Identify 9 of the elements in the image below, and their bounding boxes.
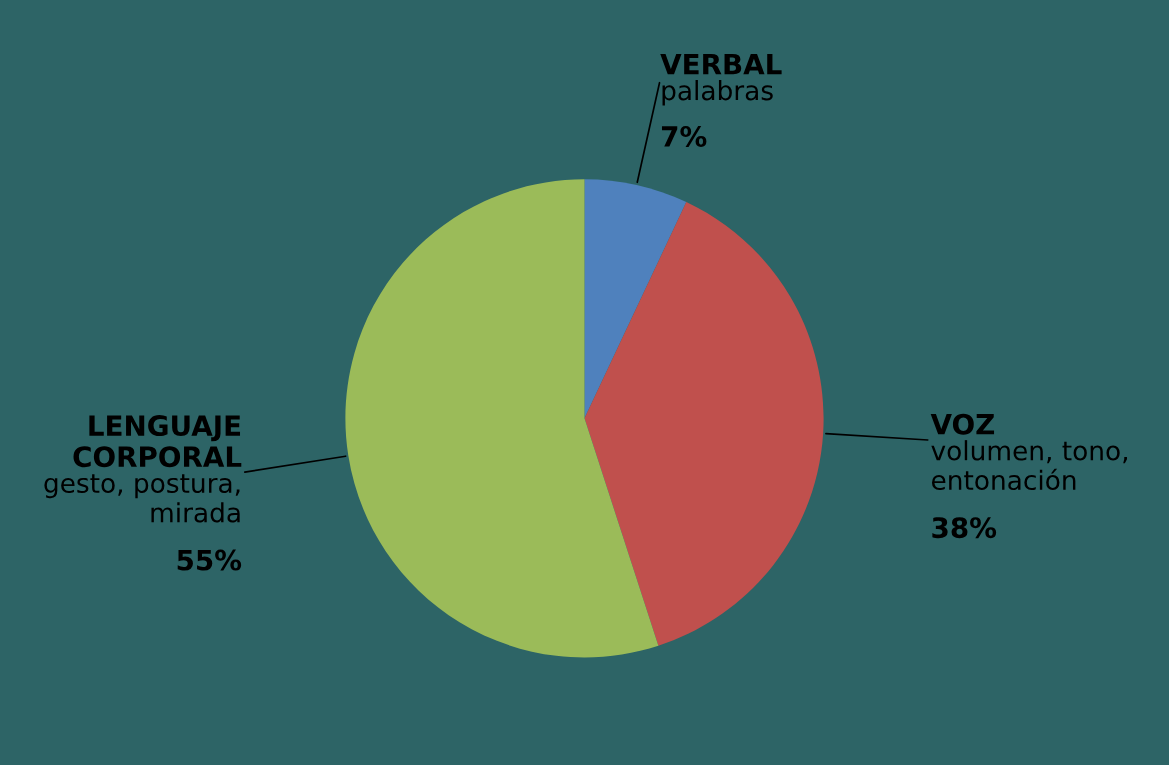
- slice-label: VOZ volumen, tono, entonación: [930, 413, 1127, 491]
- data-label: 55%: [177, 549, 242, 571]
- pie-slice: [345, 179, 659, 658]
- data-label: 38%: [932, 517, 997, 539]
- data-label: 7%: [661, 125, 707, 147]
- pie-slice: [584, 179, 687, 419]
- slice-label: VERBAL palabras: [660, 53, 782, 106]
- pie-slice: [584, 202, 824, 646]
- slice-label: LENGUAJE CORPORAL gesto, postura, mirada: [44, 415, 242, 523]
